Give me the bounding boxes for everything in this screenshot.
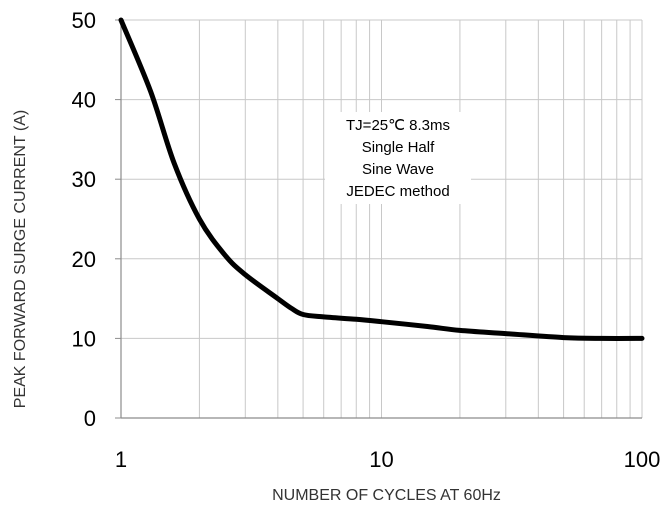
x-tick-label: 1 xyxy=(115,447,127,472)
y-tick-labels: 0 10 20 30 40 50 xyxy=(72,8,121,431)
annotation-background xyxy=(325,112,471,204)
annotation-line: Single Half xyxy=(362,139,435,156)
axes xyxy=(120,20,642,419)
y-tick-label: 20 xyxy=(72,247,96,272)
y-tick-label: 40 xyxy=(72,88,96,113)
y-axis-title: PEAK FORWARD SURGE CURRENT (A) xyxy=(12,110,29,408)
series-line xyxy=(118,17,645,341)
annotation-line: JEDEC method xyxy=(346,183,449,200)
y-tick-label: 0 xyxy=(84,406,96,431)
y-tick-label: 50 xyxy=(72,8,96,33)
y-tick-label: 10 xyxy=(72,326,96,351)
annotation-box: TJ=25℃ 8.3ms Single Half Sine Wave JEDEC me… xyxy=(325,112,471,204)
y-tick-label: 30 xyxy=(72,167,96,192)
x-axis-title: NUMBER OF CYCLES AT 60Hz xyxy=(272,487,501,504)
x-tick-labels: 1 10 100 xyxy=(115,447,660,472)
x-tick-label: 100 xyxy=(624,447,661,472)
grid xyxy=(121,19,643,418)
annotation-line: Sine Wave xyxy=(362,161,434,178)
annotation-line: TJ=25℃ 8.3ms xyxy=(346,117,450,134)
x-tick-label: 10 xyxy=(369,447,393,472)
series-group xyxy=(118,17,645,341)
